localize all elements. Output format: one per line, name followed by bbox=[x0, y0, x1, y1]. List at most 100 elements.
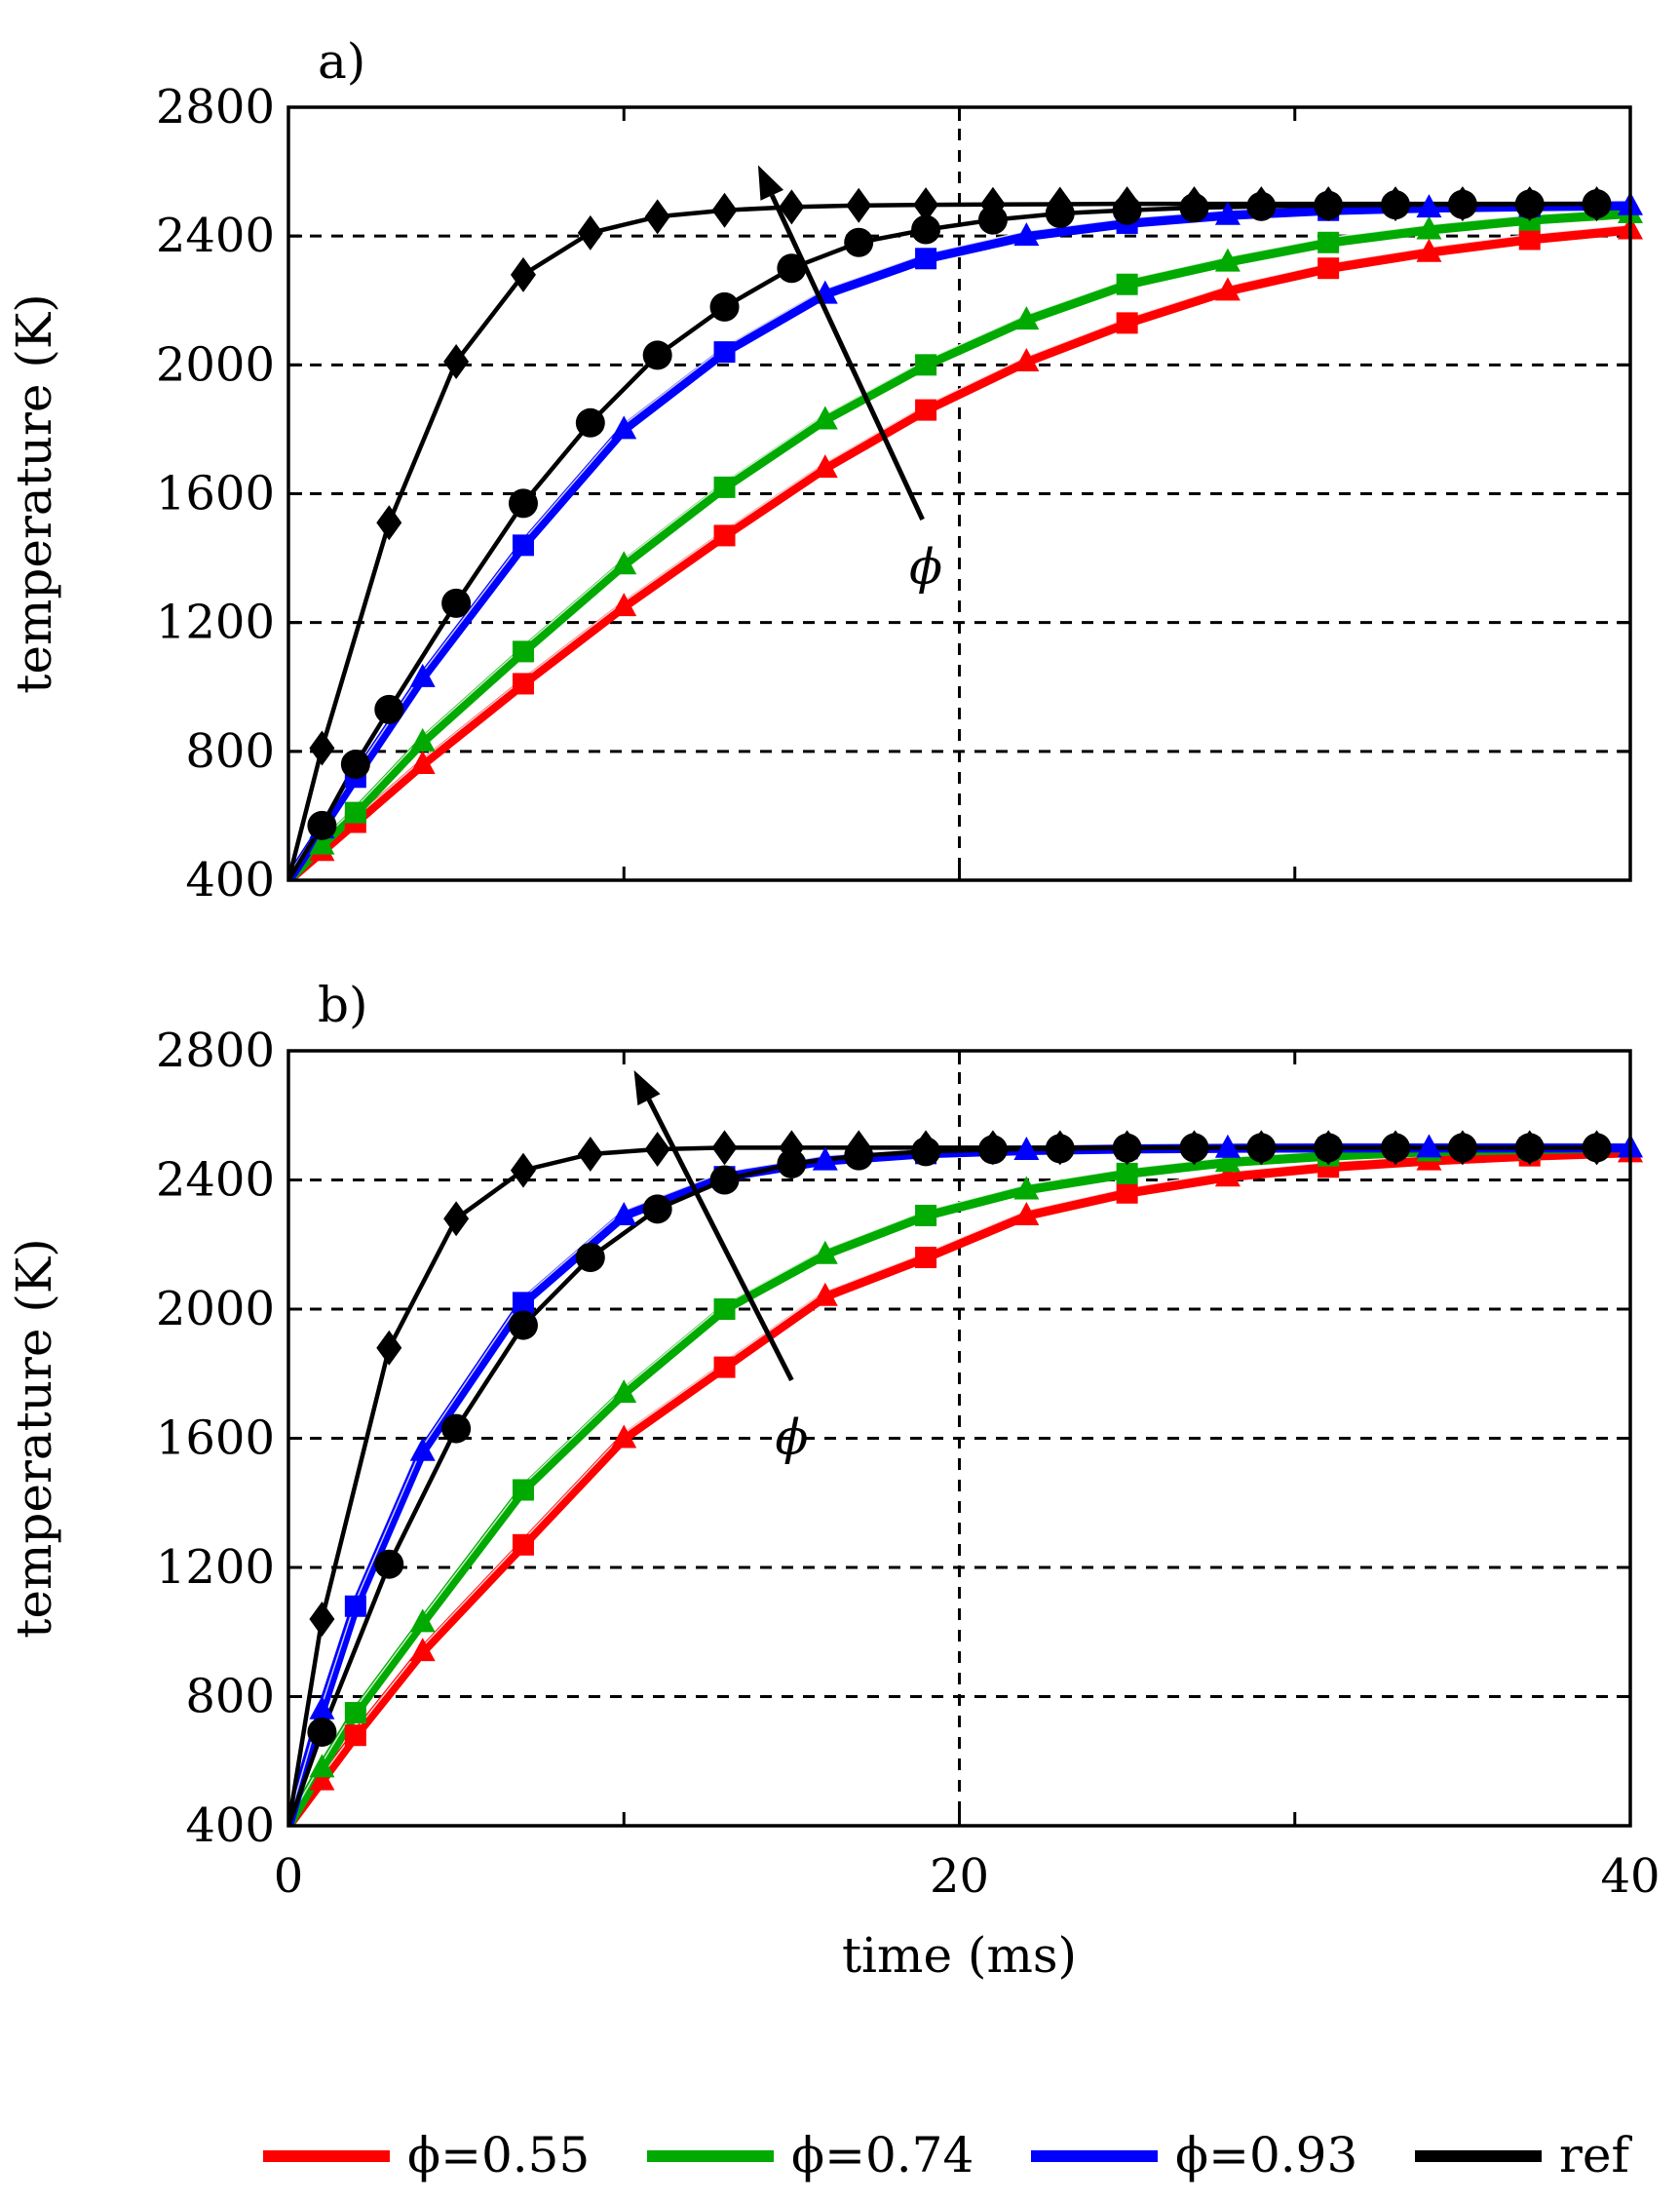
data-point bbox=[713, 476, 736, 498]
data-point bbox=[1416, 215, 1442, 240]
plot-area bbox=[288, 200, 1630, 880]
y-tick-label: 2000 bbox=[156, 337, 275, 392]
series-line-ref bbox=[288, 201, 1597, 880]
legend-label: ϕ=0.93 bbox=[1175, 2127, 1357, 2183]
data-point bbox=[611, 593, 637, 617]
data-point bbox=[1116, 1162, 1138, 1184]
data-point bbox=[1248, 186, 1275, 222]
data-point bbox=[441, 1413, 472, 1444]
data-point bbox=[812, 1282, 838, 1306]
plot-frame bbox=[286, 1049, 1632, 1828]
phi-arrow-head bbox=[633, 1069, 661, 1106]
data-point bbox=[344, 801, 366, 824]
data-point bbox=[1516, 1130, 1543, 1166]
data-point bbox=[611, 1424, 637, 1449]
data-point bbox=[1116, 312, 1138, 334]
data-point bbox=[1383, 1130, 1409, 1166]
panel-label: b) bbox=[318, 977, 368, 1033]
y-tick-label: 2800 bbox=[156, 80, 275, 135]
data-point bbox=[915, 248, 937, 270]
series-line--0-55 bbox=[288, 224, 1630, 880]
data-point bbox=[340, 750, 370, 780]
data-point bbox=[1416, 194, 1442, 218]
y-tick-label: 2800 bbox=[156, 1024, 275, 1078]
legend-label: ϕ=0.74 bbox=[791, 2127, 974, 2183]
data-point bbox=[508, 488, 538, 519]
data-point bbox=[409, 1437, 436, 1461]
data-point bbox=[1316, 186, 1342, 222]
data-point bbox=[1047, 186, 1073, 222]
data-point bbox=[713, 1356, 736, 1378]
data-point bbox=[307, 810, 337, 840]
data-point bbox=[344, 1702, 366, 1724]
data-point bbox=[911, 214, 941, 245]
data-point bbox=[1248, 1130, 1275, 1166]
data-point bbox=[1316, 1130, 1342, 1166]
data-point bbox=[374, 1549, 404, 1579]
data-point bbox=[577, 214, 603, 251]
legend-label: ref bbox=[1559, 2127, 1632, 2183]
data-point bbox=[611, 551, 637, 575]
data-point bbox=[812, 454, 838, 479]
panel-label: a) bbox=[318, 33, 365, 90]
data-point bbox=[512, 1533, 534, 1556]
data-point bbox=[510, 256, 536, 292]
data-point bbox=[709, 1165, 740, 1195]
data-point bbox=[846, 1130, 872, 1166]
y-tick-label: 2000 bbox=[156, 1282, 275, 1336]
data-point bbox=[611, 1379, 637, 1404]
data-point bbox=[409, 1608, 436, 1633]
series-line--0-55-highlight bbox=[288, 223, 1630, 876]
data-point bbox=[1116, 273, 1138, 295]
y-tick-label: 2400 bbox=[156, 209, 275, 263]
data-point bbox=[575, 1243, 605, 1272]
data-point bbox=[376, 505, 402, 541]
data-point bbox=[979, 186, 1006, 222]
data-point bbox=[1416, 1134, 1442, 1158]
phi-arrow-shaft bbox=[646, 1099, 794, 1382]
data-point bbox=[441, 588, 472, 618]
x-tick-label: 20 bbox=[930, 1849, 989, 1904]
y-tick-label: 2400 bbox=[156, 1153, 275, 1208]
series-line--0-74 bbox=[288, 1142, 1630, 1826]
y-axis-label: temperature (K) bbox=[6, 1238, 62, 1638]
series-line--0-93-highlight bbox=[288, 1141, 1630, 1822]
data-point bbox=[309, 1695, 335, 1719]
x-tick-label: 0 bbox=[274, 1849, 304, 1904]
data-point bbox=[812, 406, 838, 430]
data-point bbox=[1214, 1134, 1241, 1158]
data-point bbox=[309, 730, 335, 766]
data-point bbox=[307, 1717, 337, 1747]
data-point bbox=[1518, 228, 1541, 251]
data-point bbox=[1114, 1130, 1140, 1166]
data-point bbox=[1047, 1130, 1073, 1166]
series-line-ref-alt bbox=[288, 201, 1597, 880]
data-point bbox=[309, 1766, 335, 1791]
x-tick-label: 40 bbox=[1600, 1849, 1660, 1904]
panel-b: 400 800 1200 1600 2000 2400 2800 0 20 40 ϕ b) temper… bbox=[6, 977, 1661, 1984]
data-point bbox=[1013, 222, 1040, 247]
data-point bbox=[309, 831, 335, 855]
legend: ϕ=0.55 ϕ=0.74 ϕ=0.93 ref bbox=[263, 2127, 1632, 2183]
data-point bbox=[309, 1602, 335, 1637]
data-point bbox=[1181, 186, 1207, 222]
data-point bbox=[1214, 201, 1241, 225]
y-tick-label: 1600 bbox=[156, 467, 275, 522]
data-point bbox=[913, 187, 939, 223]
data-point bbox=[915, 399, 937, 421]
y-tick-label: 400 bbox=[185, 853, 275, 908]
data-point bbox=[1114, 186, 1140, 222]
data-point bbox=[812, 1240, 838, 1264]
legend-label: ϕ=0.55 bbox=[407, 2127, 590, 2183]
data-point bbox=[409, 727, 436, 752]
y-tick-label: 400 bbox=[185, 1798, 275, 1853]
data-point bbox=[644, 199, 670, 235]
phi-arrow-shaft bbox=[769, 194, 925, 521]
data-point bbox=[508, 1310, 538, 1340]
series-line--0-74-highlight bbox=[288, 208, 1630, 876]
data-point bbox=[344, 1724, 366, 1747]
y-tick-label: 1600 bbox=[156, 1411, 275, 1466]
data-point bbox=[915, 354, 937, 376]
series-line--0-74 bbox=[288, 209, 1630, 880]
